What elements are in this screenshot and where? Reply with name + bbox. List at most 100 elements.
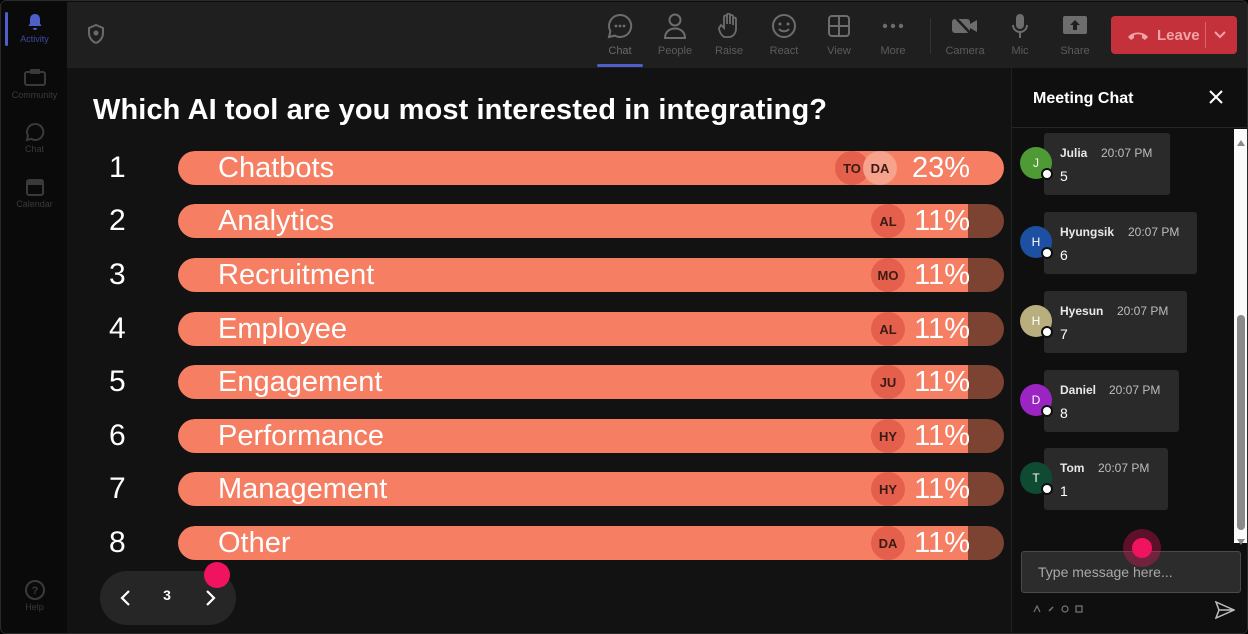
chevron-right-icon[interactable] [202,588,218,613]
result-bar-fill [178,204,968,238]
option-percent: 11% [914,366,970,398]
message-sender: Tom [1060,461,1085,475]
option-percent: 11% [914,473,970,505]
option-percent: 11% [914,420,970,452]
poll-option-row: 3 Recruitment MO 11% [67,256,1011,294]
more-dots-icon [879,12,907,40]
raise-hand-button[interactable]: Raise [703,10,755,62]
close-icon[interactable] [1209,90,1223,109]
poll-option-row: 1 Chatbots TO DA 23% [67,149,1011,187]
chat-message-input[interactable] [1021,551,1241,593]
react-button[interactable]: React [758,10,810,62]
scroll-down-icon[interactable] [1237,532,1245,550]
result-bar-fill [178,312,968,346]
message-text: 5 [1060,168,1068,184]
people-button[interactable]: People [649,10,701,62]
message-timestamp: 20:07 PM [1101,146,1153,160]
result-bar-track [178,258,1004,292]
bell-icon [24,12,46,32]
poll-question: Which AI tool are you most interested in… [93,94,828,126]
message-text: 7 [1060,326,1068,342]
chat-message-list[interactable]: Julia 20:07 PM 5 J Hyungsik 20:07 PM 6 H Hyesun 2… [1012,129,1234,543]
message-text: 6 [1060,247,1068,263]
grid-icon [825,12,853,40]
send-icon[interactable] [1214,600,1236,624]
option-label: Employee [218,313,347,345]
svg-text:?: ? [31,585,38,597]
poll-results-area: Which AI tool are you most interested in… [67,68,1011,633]
option-percent: 11% [914,527,970,559]
chat-icon [24,122,46,142]
share-button[interactable]: Share [1049,10,1101,62]
rail-label: Calendar [16,199,53,209]
result-bar-fill [178,472,968,506]
option-rank: 6 [109,419,126,452]
avatar-initial: H [1031,314,1041,328]
message-text: 8 [1060,405,1068,421]
raise-label: Raise [714,45,744,57]
meeting-chat-panel: Meeting Chat Julia 20:07 PM 5 J Hyungsik 20:0… [1011,68,1247,633]
smiley-icon [770,12,798,40]
shield-icon[interactable] [87,23,105,49]
user-avatar[interactable]: H [1020,305,1053,338]
rail-item-community[interactable]: Community [2,68,67,118]
emoji-icon[interactable] [1060,604,1070,614]
presence-status-icon [1041,168,1053,180]
result-bar-track [178,312,1004,346]
voter-avatar: HY [871,472,905,506]
rail-item-calendar[interactable]: Calendar [2,177,67,227]
format-icon[interactable] [1032,604,1042,614]
attach-icon[interactable] [1046,604,1056,614]
rail-active-indicator [5,12,8,46]
chat-title: Meeting Chat [1033,90,1134,107]
person-icon [661,12,689,40]
camera-button[interactable]: Camera [939,10,991,62]
user-avatar[interactable]: T [1020,462,1053,495]
more-label: More [880,45,906,57]
user-avatar[interactable]: H [1020,226,1053,259]
microphone-icon [1006,12,1034,40]
react-label: React [769,45,799,57]
rail-item-activity[interactable]: Activity [2,12,67,62]
result-bar-track [178,526,1004,560]
message-sender: Hyesun [1060,304,1104,318]
rail-label: Help [25,602,44,612]
rail-item-chat[interactable]: Chat [2,122,67,172]
message-timestamp: 20:07 PM [1098,461,1150,475]
formatting-toolbar [1032,604,1084,614]
people-label: People [657,45,693,57]
leave-button[interactable]: Leave [1111,16,1237,54]
user-avatar[interactable]: J [1020,147,1053,180]
chevron-down-icon[interactable] [1213,28,1227,47]
gif-icon[interactable] [1074,604,1084,614]
rail-item-help[interactable]: ? Help [2,580,67,630]
chat-scrollbar[interactable] [1234,129,1247,545]
mic-label: Mic [1011,45,1029,57]
chevron-left-icon[interactable] [118,588,134,613]
share-screen-icon [1061,12,1089,40]
user-avatar[interactable]: D [1020,384,1053,417]
message-sender: Daniel [1060,383,1097,397]
option-percent: 11% [914,205,970,237]
mic-button[interactable]: Mic [994,10,1046,62]
chat-label: Chat [608,45,632,57]
left-rail: Activity Community Chat Calendar ? Help [2,2,67,633]
scrollbar-thumb[interactable] [1237,315,1245,530]
chat-message: Daniel 20:07 PM 8 [1044,370,1179,432]
more-button[interactable]: More [867,10,919,62]
option-rank: 2 [109,204,126,237]
voter-avatar: MO [871,258,905,292]
chat-message: Tom 20:07 PM 1 [1044,448,1168,510]
chat-button[interactable]: Chat [594,10,646,62]
view-button[interactable]: View [813,10,865,62]
result-bar-track [178,365,1004,399]
result-bar-track [178,204,1004,238]
avatar-initial: J [1033,156,1039,170]
option-rank: 4 [109,312,126,345]
option-rank: 1 [109,151,126,184]
result-bar-track [178,419,1004,453]
avatar-initial: H [1031,235,1041,249]
scroll-up-icon[interactable] [1237,133,1245,151]
voter-avatar: AL [871,312,905,346]
